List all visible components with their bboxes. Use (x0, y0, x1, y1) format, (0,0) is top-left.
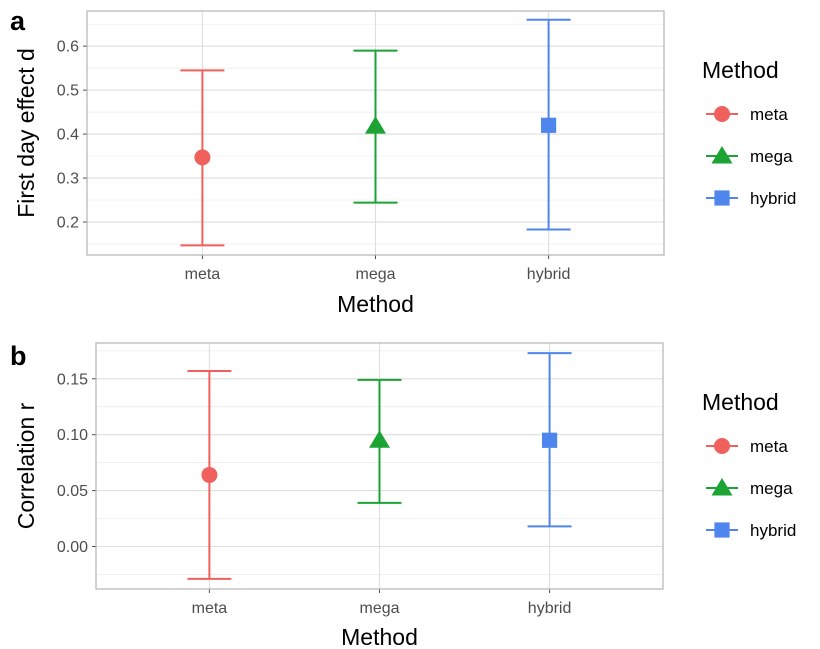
legend: Method meta mega hybrid (702, 57, 796, 208)
y-tick-label: 0.6 (57, 39, 79, 56)
data-point-mega (369, 430, 390, 448)
x-tick-label: meta (185, 266, 221, 283)
x-axis-title: Method (337, 291, 414, 317)
legend: Method meta mega hybrid (702, 389, 796, 540)
legend-label: meta (750, 105, 788, 124)
panel-border (95, 342, 664, 590)
legend-key-square-icon (714, 522, 730, 538)
x-axis-title: Method (341, 624, 418, 649)
series-meta (187, 369, 232, 580)
panel-b: 0.00 0.05 0.10 0.15 meta mega hybrid Method Corr… (10, 341, 796, 649)
legend-title: Method (702, 389, 779, 415)
legend-key-circle-icon (714, 438, 730, 454)
y-tick-label: 0.2 (57, 215, 79, 232)
x-tick-label: meta (192, 600, 228, 617)
data-point-meta (201, 466, 218, 483)
series-mega (353, 49, 398, 204)
legend-label: mega (750, 147, 793, 166)
data-point-meta (194, 149, 211, 166)
data-point-hybrid (542, 432, 558, 448)
y-tick-label: 0.10 (57, 427, 88, 444)
y-tick-label: 0.15 (57, 371, 88, 388)
y-tick-label: 0.00 (57, 539, 88, 556)
panel-tag: a (10, 6, 26, 36)
series-hybrid (526, 18, 571, 231)
y-axis-title: First day effect d (13, 48, 39, 218)
legend-title: Method (702, 57, 779, 83)
legend-label: mega (750, 479, 793, 498)
series-hybrid (527, 352, 572, 528)
data-point-mega (365, 116, 386, 134)
legend-key-circle-icon (714, 106, 730, 122)
x-tick-label: hybrid (528, 600, 572, 617)
panel-border (86, 10, 665, 256)
x-tick-label: mega (359, 600, 399, 617)
y-tick-label: 0.05 (57, 483, 88, 500)
legend-label: hybrid (750, 189, 796, 208)
y-tick-label: 0.3 (57, 171, 79, 188)
y-tick-label: 0.5 (57, 83, 79, 100)
panel-a: 0.2 0.3 0.4 0.5 0.6 meta mega hybrid Method First… (10, 6, 796, 317)
x-tick-label: mega (355, 266, 395, 283)
legend-key-triangle-icon (711, 478, 733, 496)
y-axis-title: Correlation r (13, 402, 39, 529)
y-tick-label: 0.4 (57, 127, 79, 144)
panel-tag: b (10, 341, 27, 371)
data-point-hybrid (541, 117, 557, 133)
x-tick-label: hybrid (527, 266, 571, 283)
legend-key-triangle-icon (711, 146, 733, 164)
series-meta (180, 69, 225, 247)
legend-label: meta (750, 437, 788, 456)
series-mega (357, 378, 402, 504)
legend-key-square-icon (714, 190, 730, 206)
legend-label: hybrid (750, 521, 796, 540)
